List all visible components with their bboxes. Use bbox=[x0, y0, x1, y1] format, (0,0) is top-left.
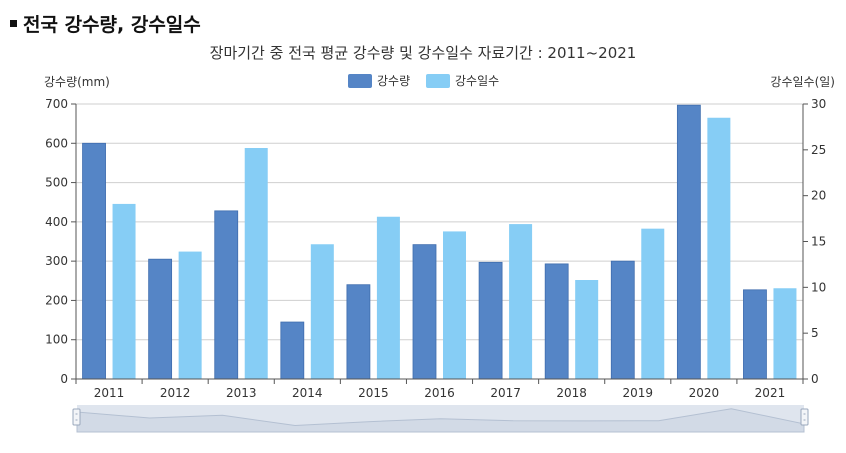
bar-rainfall-2013[interactable] bbox=[214, 210, 239, 380]
bar-rain-days-2016[interactable] bbox=[443, 231, 466, 379]
bar-rain-days-2019[interactable] bbox=[641, 228, 665, 379]
bar-rain-days-2013[interactable] bbox=[244, 148, 268, 379]
y-right-tick-label: 30 bbox=[811, 97, 826, 111]
legend-swatch-rain-days bbox=[426, 74, 450, 88]
x-tick-label: 2017 bbox=[490, 386, 521, 400]
navigator-handle-right[interactable] bbox=[800, 408, 809, 426]
bar-rain-days-2020[interactable] bbox=[707, 117, 731, 379]
bar-rainfall-2016[interactable] bbox=[412, 244, 437, 380]
y-axis-left-label: 강수량(mm) bbox=[44, 75, 110, 89]
x-tick-label: 2012 bbox=[160, 386, 191, 400]
x-tick-label: 2016 bbox=[424, 386, 455, 400]
y-left-tick-label: 400 bbox=[45, 215, 68, 229]
bar-rainfall-2011[interactable] bbox=[82, 142, 106, 380]
legend-label-rainfall: 강수량 bbox=[377, 74, 410, 88]
y-right-tick-label: 5 bbox=[811, 326, 819, 340]
bar-rain-days-2012[interactable] bbox=[178, 251, 202, 379]
x-tick-label: 2019 bbox=[622, 386, 653, 400]
y-left-tick-label: 200 bbox=[45, 293, 68, 307]
x-tick-label: 2020 bbox=[689, 386, 720, 400]
y-axis-right-ticks: 0 5 10 15 20 25 30 bbox=[802, 97, 826, 386]
x-tick-label: 2014 bbox=[292, 386, 323, 400]
y-left-tick-label: 0 bbox=[60, 372, 68, 386]
navigator-handle-right-grip[interactable] bbox=[800, 408, 809, 426]
y-left-tick-label: 600 bbox=[45, 136, 68, 150]
heading-bullet-icon bbox=[10, 19, 17, 27]
x-tick-label: 2021 bbox=[755, 386, 786, 400]
bar-rainfall-2021[interactable] bbox=[743, 289, 767, 380]
x-tick-label: 2018 bbox=[556, 386, 587, 400]
y-left-tick-label: 300 bbox=[45, 254, 68, 268]
y-right-tick-label: 20 bbox=[811, 189, 826, 203]
y-right-tick-label: 15 bbox=[811, 235, 826, 249]
y-left-tick-label: 700 bbox=[45, 97, 68, 111]
bar-rainfall-2014[interactable] bbox=[280, 321, 305, 380]
page-heading: 전국 강수량, 강수일수 bbox=[10, 8, 201, 38]
x-tick-label: 2015 bbox=[358, 386, 389, 400]
x-tick-label: 2013 bbox=[226, 386, 257, 400]
navigator-handle-left-grip[interactable] bbox=[72, 408, 81, 426]
legend: 강수량 강수일수 bbox=[348, 74, 499, 88]
bar-rain-days-2011[interactable] bbox=[112, 203, 136, 379]
bar-rain-days-2021[interactable] bbox=[773, 288, 797, 379]
y-left-tick-label: 100 bbox=[45, 333, 68, 347]
bar-rainfall-2012[interactable] bbox=[148, 258, 173, 380]
y-axis-right-label: 강수일수(일) bbox=[770, 75, 835, 89]
y-right-tick-label: 25 bbox=[811, 143, 826, 157]
bar-rain-days-2017[interactable] bbox=[509, 224, 533, 379]
y-right-tick-label: 10 bbox=[811, 280, 826, 294]
bars bbox=[82, 104, 797, 380]
legend-item-rain-days[interactable]: 강수일수 bbox=[426, 74, 499, 88]
bar-rain-days-2018[interactable] bbox=[575, 280, 599, 379]
x-axis: 2011 2012 2013 2014 2015 2016 2017 2018 2019 2020… bbox=[75, 378, 804, 400]
y-right-tick-label: 0 bbox=[811, 372, 819, 386]
legend-label-rain-days: 강수일수 bbox=[455, 74, 499, 88]
legend-item-rainfall[interactable]: 강수량 bbox=[348, 74, 410, 88]
navigator-series-area bbox=[76, 408, 805, 433]
y-left-tick-label: 500 bbox=[45, 176, 68, 190]
heading-title: 전국 강수량, 강수일수 bbox=[23, 13, 201, 36]
bar-rainfall-2019[interactable] bbox=[610, 260, 635, 380]
navigator[interactable] bbox=[72, 405, 809, 433]
bar-rainfall-2020[interactable] bbox=[676, 104, 701, 380]
legend-swatch-rainfall bbox=[348, 74, 372, 88]
y-axis-left-ticks: 0 100 200 300 400 500 600 700 bbox=[45, 97, 77, 386]
bar-rain-days-2014[interactable] bbox=[310, 244, 334, 379]
x-tick-label: 2011 bbox=[94, 386, 125, 400]
navigator-handle-left[interactable] bbox=[72, 408, 81, 426]
chart-title: 장마기간 중 전국 평균 강수량 및 강수일수 자료기간 : 2011~2021 bbox=[210, 44, 637, 62]
bar-rainfall-2018[interactable] bbox=[544, 263, 569, 380]
bar-rain-days-2015[interactable] bbox=[376, 216, 400, 379]
bar-rainfall-2015[interactable] bbox=[346, 284, 371, 380]
bar-rainfall-2017[interactable] bbox=[478, 261, 503, 380]
